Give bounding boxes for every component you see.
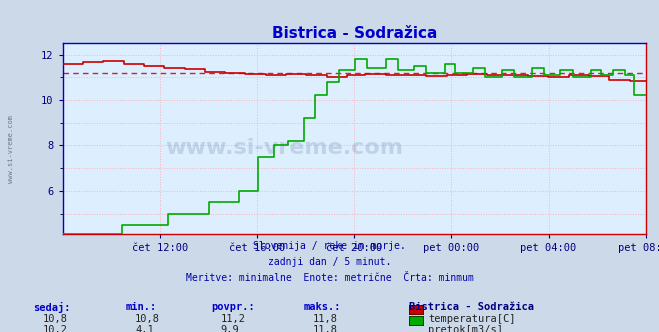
Text: 9,9: 9,9 (221, 325, 239, 332)
Text: min.:: min.: (125, 302, 156, 312)
Text: 11,2: 11,2 (221, 314, 246, 324)
Text: temperatura[C]: temperatura[C] (428, 314, 516, 324)
Text: 10,8: 10,8 (43, 314, 68, 324)
Text: zadnji dan / 5 minut.: zadnji dan / 5 minut. (268, 257, 391, 267)
Text: 11,8: 11,8 (313, 325, 338, 332)
Text: www.si-vreme.com: www.si-vreme.com (165, 138, 403, 158)
Text: 4,1: 4,1 (135, 325, 154, 332)
Text: 11,8: 11,8 (313, 314, 338, 324)
Text: Meritve: minimalne  Enote: metrične  Črta: minmum: Meritve: minimalne Enote: metrične Črta:… (186, 273, 473, 283)
Text: pretok[m3/s]: pretok[m3/s] (428, 325, 503, 332)
Text: 10,8: 10,8 (135, 314, 160, 324)
Text: sedaj:: sedaj: (33, 302, 71, 313)
Text: Slovenija / reke in morje.: Slovenija / reke in morje. (253, 241, 406, 251)
Text: www.si-vreme.com: www.si-vreme.com (8, 116, 14, 183)
Text: Bistrica - Sodražica: Bistrica - Sodražica (409, 302, 534, 312)
Title: Bistrica - Sodražica: Bistrica - Sodražica (272, 26, 437, 41)
Text: povpr.:: povpr.: (211, 302, 254, 312)
Text: 10,2: 10,2 (43, 325, 68, 332)
Text: maks.:: maks.: (303, 302, 341, 312)
